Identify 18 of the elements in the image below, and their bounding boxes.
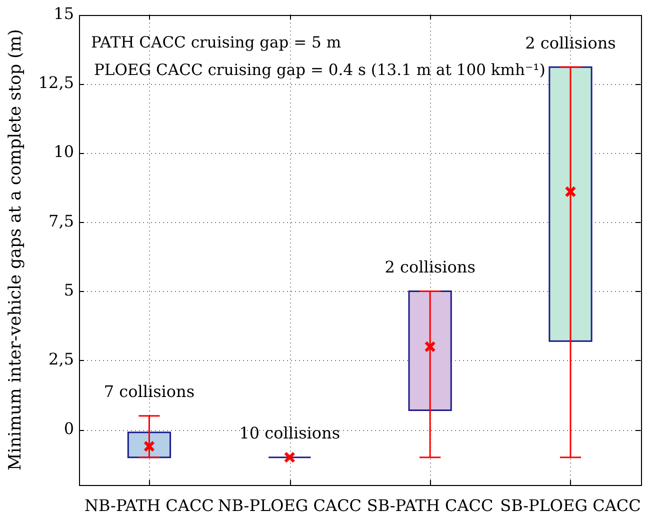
annotation: 10 collisions <box>239 423 340 442</box>
x-tick-label: SB-PLOEG CACC <box>500 496 641 515</box>
x-tick-label: NB-PATH CACC <box>84 496 214 515</box>
y-tick-label: 5 <box>64 280 74 300</box>
y-tick-label: 15 <box>54 4 74 23</box>
x-tick-label: SB-PATH CACC <box>366 496 494 515</box>
annotation: 2 collisions <box>384 257 476 276</box>
annotation: 7 collisions <box>104 382 195 401</box>
annotation: PATH CACC cruising gap = 5 m <box>91 34 342 52</box>
y-tick-label: 0 <box>64 418 74 438</box>
y-tick-label: 7,5 <box>48 211 74 230</box>
y-tick-label: 10 <box>54 142 74 162</box>
y-axis-title: Minimum inter-vehicle gaps at a complete stop (m) <box>6 29 26 471</box>
annotation: PLOEG CACC cruising gap = 0.4 s (13.1 m at 100 kmh⁻¹) <box>94 61 546 80</box>
y-tick-label: 12,5 <box>38 72 74 92</box>
annotation: 2 collisions <box>525 33 616 52</box>
x-tick-label: NB-PLOEG CACC <box>218 496 362 515</box>
y-tick-label: 2,5 <box>48 350 74 369</box>
